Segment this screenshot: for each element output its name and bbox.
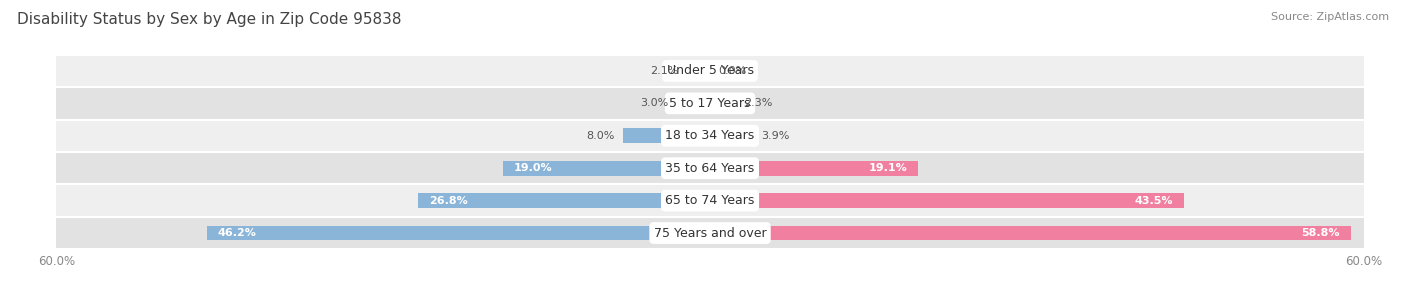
Bar xyxy=(56,119,1364,152)
Bar xyxy=(710,129,752,143)
Bar xyxy=(56,217,1364,249)
Text: 2.3%: 2.3% xyxy=(744,98,772,108)
Text: 46.2%: 46.2% xyxy=(218,228,256,238)
Text: 8.0%: 8.0% xyxy=(586,131,614,141)
Text: 65 to 74 Years: 65 to 74 Years xyxy=(665,194,755,207)
Text: 58.8%: 58.8% xyxy=(1302,228,1340,238)
Bar xyxy=(56,55,1364,87)
Text: 5 to 17 Years: 5 to 17 Years xyxy=(669,97,751,110)
Text: 19.1%: 19.1% xyxy=(869,163,907,173)
Bar xyxy=(56,152,1364,185)
Bar xyxy=(710,193,1184,208)
Bar xyxy=(56,185,1364,217)
Bar xyxy=(418,193,710,208)
Text: 75 Years and over: 75 Years and over xyxy=(654,226,766,240)
Bar xyxy=(688,64,710,78)
Text: 43.5%: 43.5% xyxy=(1135,196,1173,206)
Text: Under 5 Years: Under 5 Years xyxy=(666,64,754,78)
Text: 2.1%: 2.1% xyxy=(650,66,679,76)
Legend: Male, Female: Male, Female xyxy=(641,302,779,304)
Bar xyxy=(56,87,1364,119)
Text: 3.9%: 3.9% xyxy=(761,131,790,141)
Text: 19.0%: 19.0% xyxy=(515,163,553,173)
Text: 26.8%: 26.8% xyxy=(429,196,468,206)
Text: Source: ZipAtlas.com: Source: ZipAtlas.com xyxy=(1271,12,1389,22)
Bar xyxy=(710,96,735,111)
Bar xyxy=(710,161,918,175)
Bar xyxy=(503,161,710,175)
Text: 3.0%: 3.0% xyxy=(640,98,669,108)
Bar xyxy=(623,129,710,143)
Bar xyxy=(710,226,1351,240)
Text: 18 to 34 Years: 18 to 34 Years xyxy=(665,129,755,142)
Bar xyxy=(207,226,710,240)
Text: 0.0%: 0.0% xyxy=(718,66,747,76)
Bar xyxy=(678,96,710,111)
Text: Disability Status by Sex by Age in Zip Code 95838: Disability Status by Sex by Age in Zip C… xyxy=(17,12,401,27)
Text: 35 to 64 Years: 35 to 64 Years xyxy=(665,162,755,175)
